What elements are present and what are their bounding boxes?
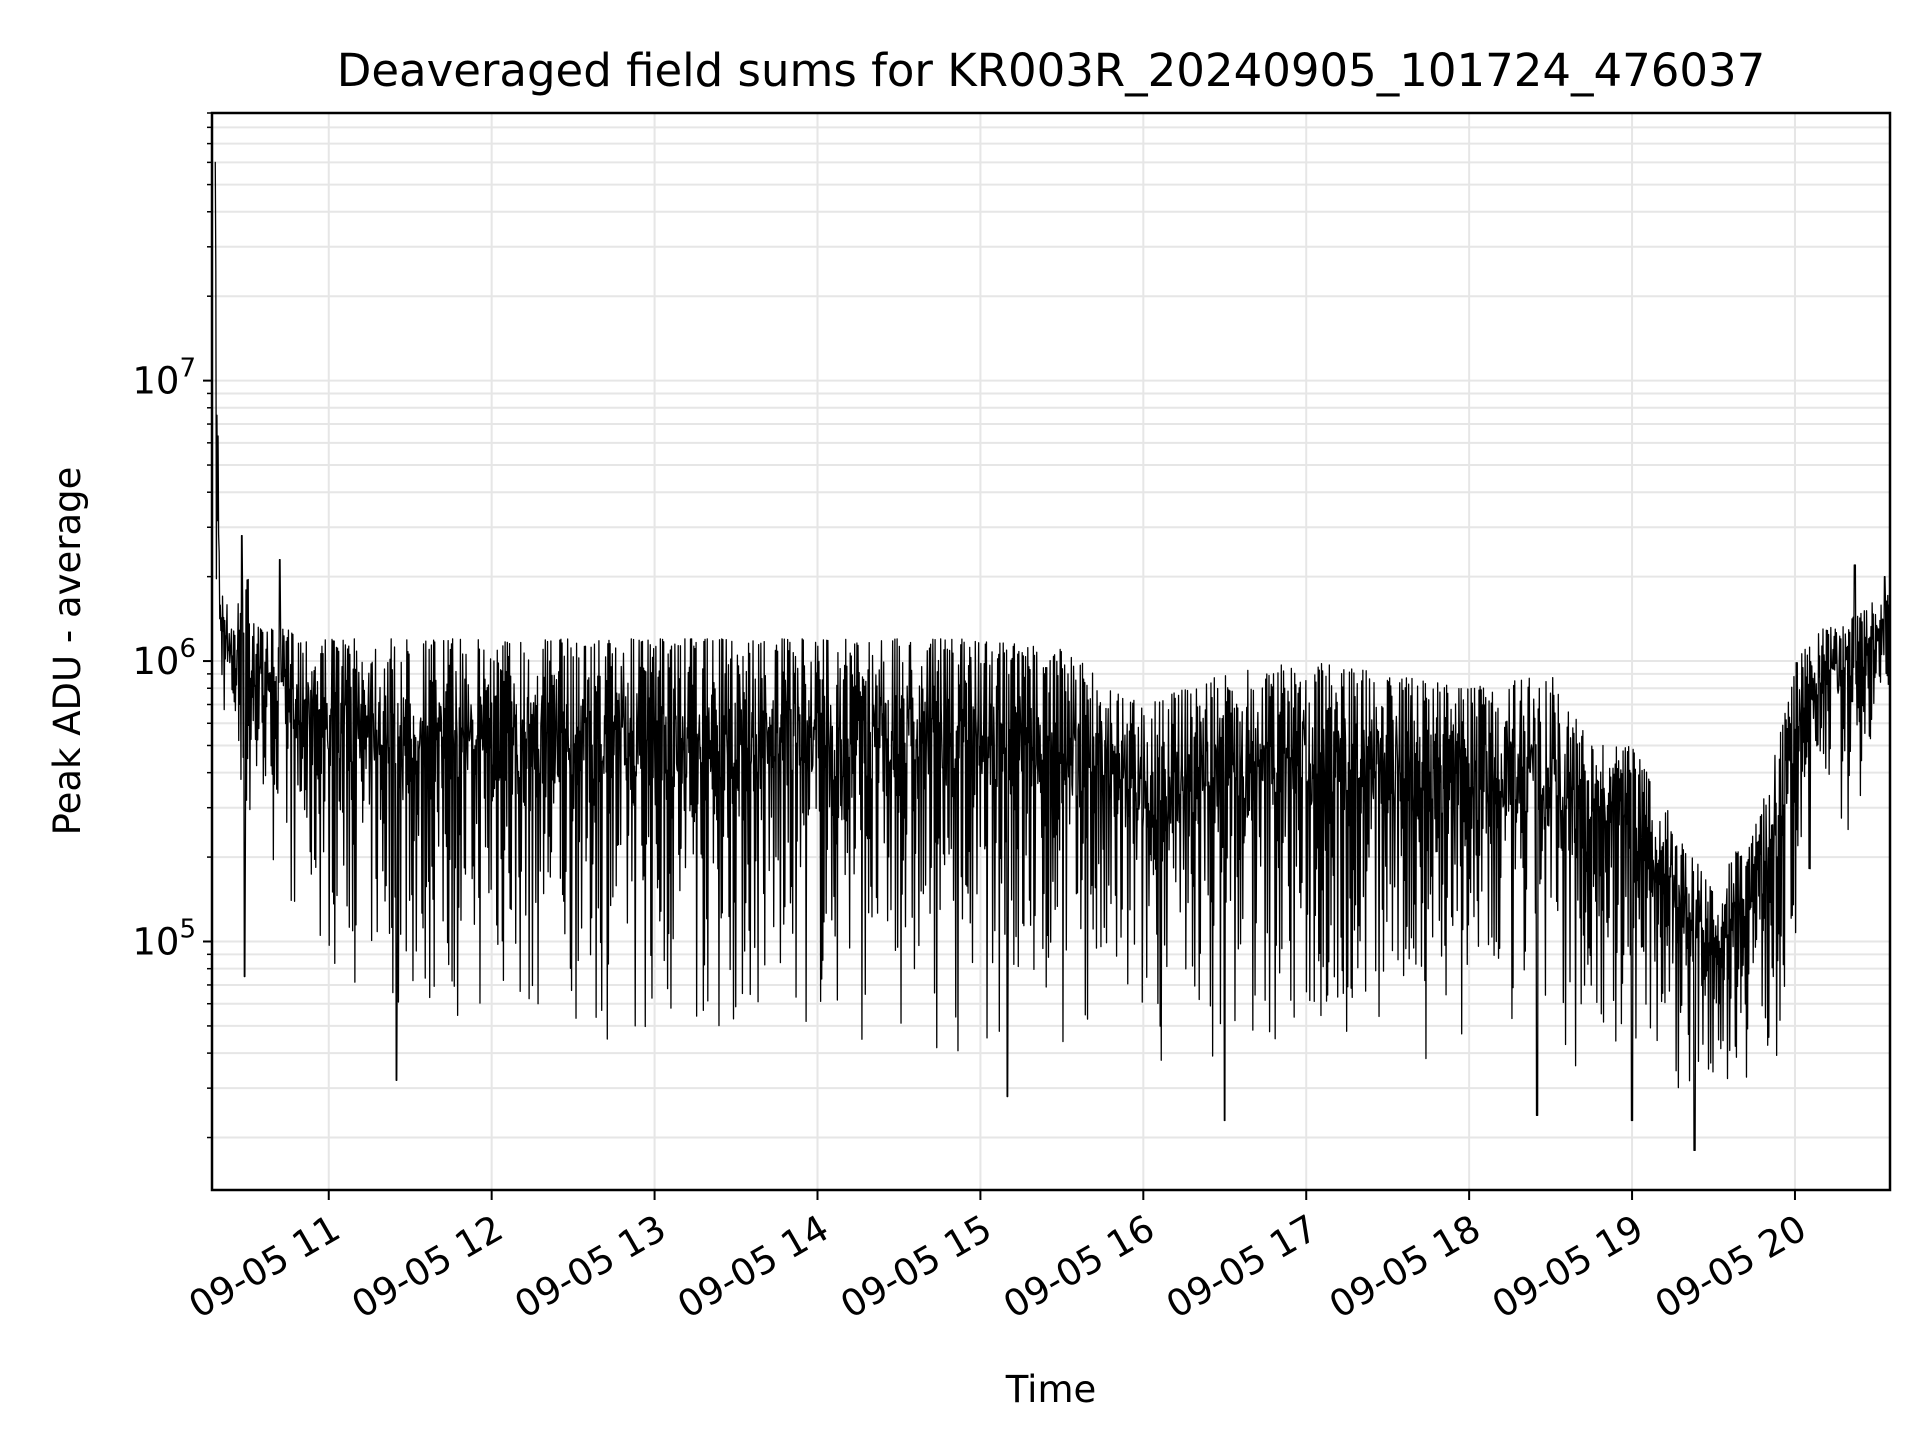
chart-title: Deaveraged field sums for KR003R_2024090…	[337, 44, 1766, 97]
series-layer	[214, 161, 1891, 1152]
series-line	[214, 161, 1891, 1152]
x-axis-label: Time	[1005, 1368, 1097, 1411]
y-tick-label: 107	[132, 354, 196, 403]
plot-frame	[210, 111, 1892, 1192]
y-tick-label: 106	[132, 634, 196, 683]
y-tick-label: 105	[132, 915, 196, 964]
y-axis-label: Peak ADU - average	[46, 467, 89, 836]
